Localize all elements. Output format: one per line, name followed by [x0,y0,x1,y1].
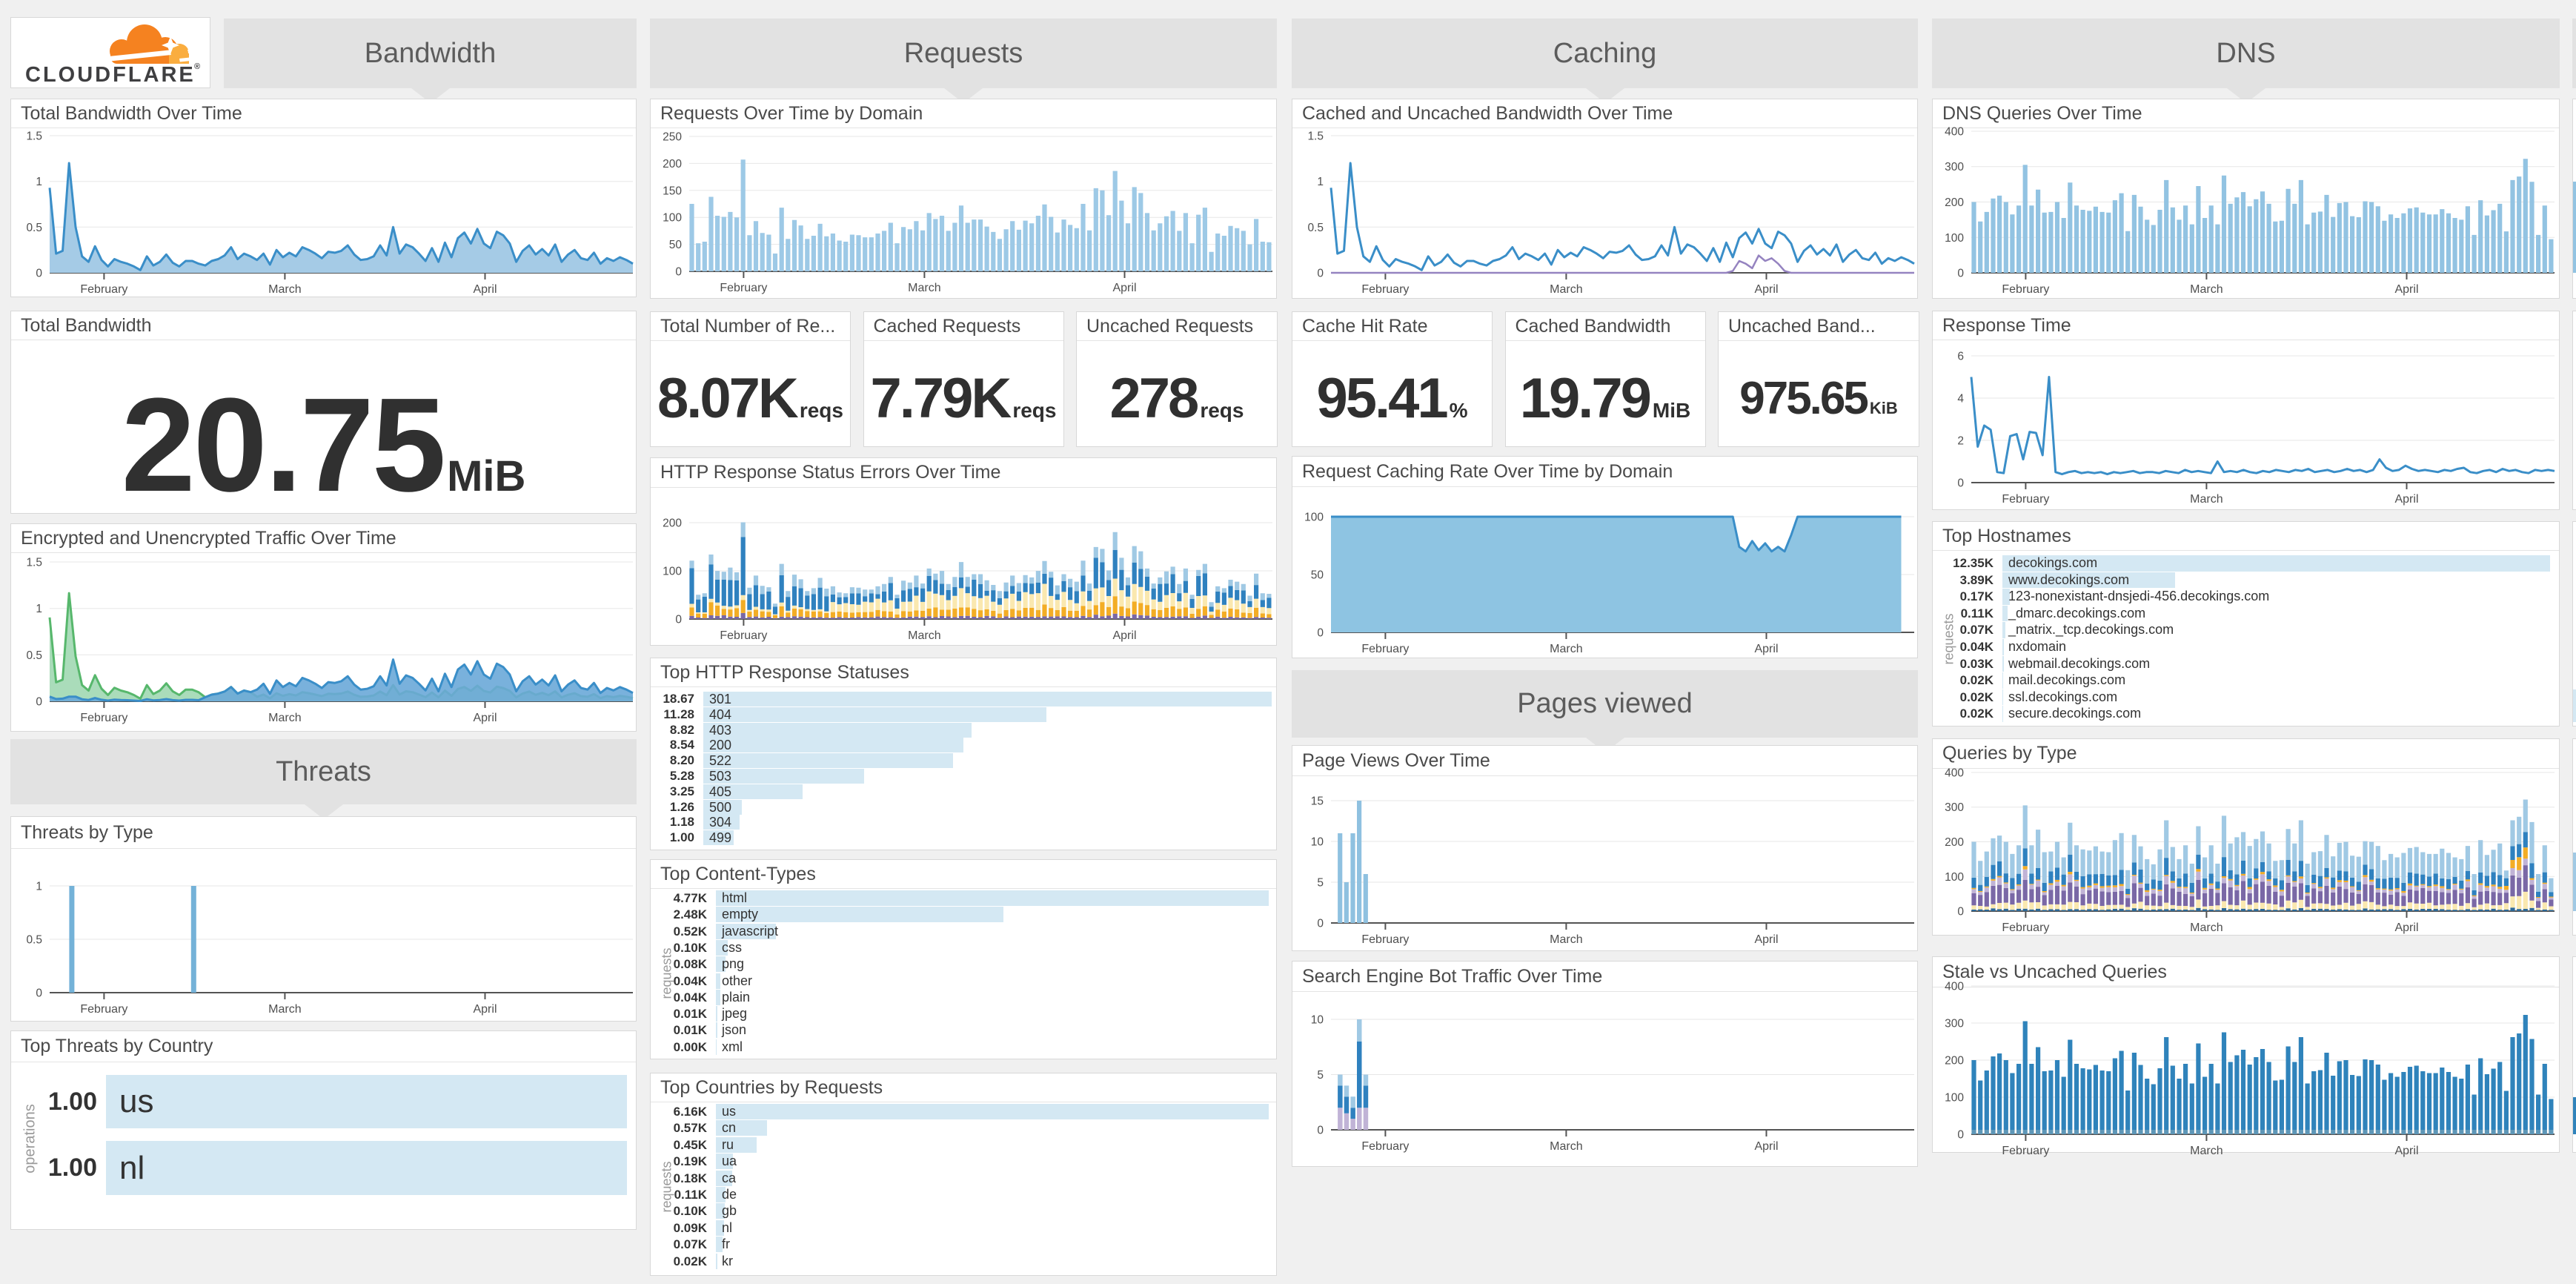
svg-text:April: April [1754,933,1778,946]
svg-text:10: 10 [1311,1014,1324,1027]
svg-text:0: 0 [36,987,42,1000]
svg-text:March: March [908,629,940,642]
svg-text:0: 0 [675,614,682,626]
svg-text:1: 1 [36,881,42,893]
svg-text:2: 2 [1957,435,1964,448]
svg-text:March: March [268,283,301,296]
svg-text:1: 1 [36,176,42,188]
svg-text:0.5: 0.5 [26,934,42,947]
svg-text:March: March [2190,283,2223,296]
svg-text:0: 0 [36,696,42,709]
svg-text:100: 100 [663,212,682,225]
svg-text:0: 0 [1317,918,1324,930]
svg-text:0.5: 0.5 [26,649,42,662]
svg-text:400: 400 [1945,981,1964,993]
svg-text:1.5: 1.5 [26,130,42,143]
svg-text:March: March [908,282,940,294]
svg-text:April: April [1754,643,1778,655]
svg-text:April: April [473,1003,497,1016]
svg-text:300: 300 [1945,801,1964,814]
svg-text:February: February [1361,643,1409,655]
svg-text:March: March [268,712,301,724]
svg-text:February: February [80,1003,127,1016]
svg-text:March: March [1550,283,1582,296]
svg-text:February: February [720,282,767,294]
svg-text:February: February [720,629,767,642]
svg-text:April: April [2394,1145,2418,1157]
svg-text:February: February [2002,493,2049,506]
svg-text:250: 250 [663,131,682,144]
svg-text:March: March [2190,921,2223,934]
svg-text:1: 1 [1317,176,1324,188]
svg-text:February: February [2002,1145,2049,1157]
svg-text:300: 300 [1945,1018,1964,1030]
svg-text:February: February [1361,1140,1409,1153]
svg-text:100: 100 [1304,512,1324,524]
svg-text:200: 200 [663,158,682,171]
svg-text:6: 6 [1957,351,1964,363]
svg-text:400: 400 [1945,767,1964,780]
svg-text:50: 50 [669,239,683,251]
svg-text:April: April [473,283,497,296]
svg-text:4: 4 [1957,393,1964,406]
svg-text:®: ® [194,62,200,71]
svg-text:CLOUDFLARE: CLOUDFLARE [25,63,196,87]
svg-text:100: 100 [1945,232,1964,245]
svg-text:March: March [1550,933,1582,946]
svg-text:March: March [268,1003,301,1016]
svg-text:1.5: 1.5 [1307,130,1324,143]
svg-text:April: April [1112,282,1136,294]
svg-text:100: 100 [1945,871,1964,884]
svg-text:0: 0 [1317,268,1324,280]
svg-text:0: 0 [675,266,682,279]
svg-text:10: 10 [1311,836,1324,849]
svg-text:April: April [2394,283,2418,296]
svg-text:0.5: 0.5 [1307,222,1324,234]
svg-text:February: February [1361,283,1409,296]
svg-text:April: April [2394,493,2418,506]
svg-text:0: 0 [1957,1129,1964,1142]
svg-text:March: March [2190,1145,2223,1157]
svg-text:0.5: 0.5 [26,222,42,234]
svg-text:100: 100 [663,566,682,578]
svg-text:100: 100 [1945,1092,1964,1105]
svg-text:1.5: 1.5 [26,557,42,569]
svg-text:March: March [1550,1140,1582,1153]
svg-text:300: 300 [1945,161,1964,173]
svg-text:5: 5 [1317,877,1324,890]
svg-text:15: 15 [1311,795,1324,808]
svg-text:0: 0 [1957,268,1964,280]
svg-text:April: April [2394,921,2418,934]
svg-text:0: 0 [1317,627,1324,640]
svg-text:200: 200 [1945,196,1964,209]
svg-text:400: 400 [1945,126,1964,139]
svg-text:April: April [1112,629,1136,642]
svg-text:150: 150 [663,185,682,197]
svg-text:200: 200 [1945,836,1964,849]
svg-text:March: March [2190,493,2223,506]
svg-text:March: March [1550,643,1582,655]
svg-text:0: 0 [1957,906,1964,919]
svg-text:February: February [80,712,127,724]
svg-text:50: 50 [1311,569,1324,582]
svg-text:0: 0 [1317,1125,1324,1137]
svg-text:1: 1 [36,603,42,615]
svg-text:February: February [80,283,127,296]
svg-text:April: April [473,712,497,724]
svg-text:February: February [2002,283,2049,296]
svg-text:200: 200 [663,517,682,530]
svg-text:February: February [1361,933,1409,946]
svg-text:April: April [1754,1140,1778,1153]
svg-text:February: February [2002,921,2049,934]
svg-text:0: 0 [36,268,42,280]
svg-text:5: 5 [1317,1069,1324,1082]
svg-text:April: April [1754,283,1778,296]
svg-text:0: 0 [1957,477,1964,490]
svg-text:200: 200 [1945,1055,1964,1068]
